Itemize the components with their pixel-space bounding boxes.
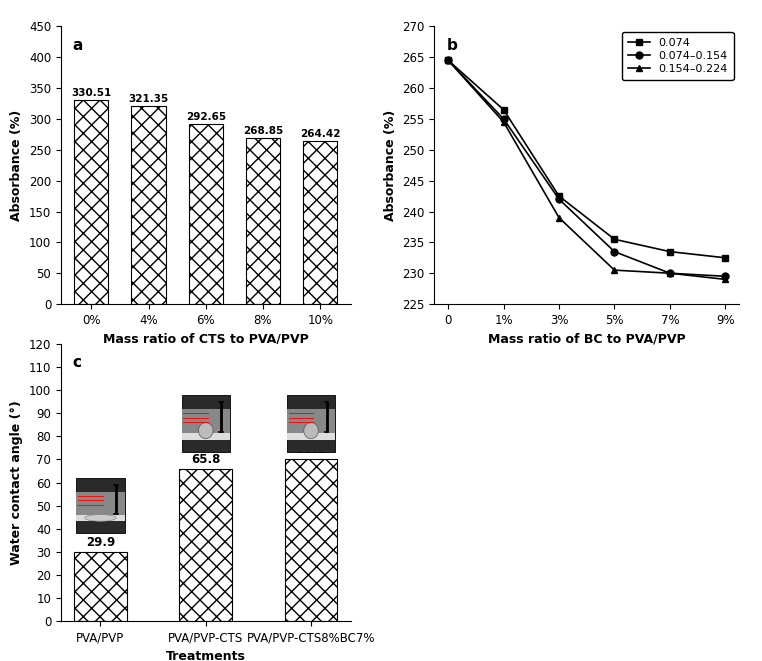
0.074–0.154 [610, 248, 619, 256]
Text: 321.35: 321.35 [128, 94, 168, 104]
0.154–0.224 [721, 276, 730, 284]
Bar [74, 552, 126, 621]
Text: 330.51: 330.51 [71, 89, 111, 98]
Line: 0.074–0.154: 0.074–0.154 [445, 57, 728, 280]
X-axis label: Mass ratio of BC to PVA/PVP: Mass ratio of BC to PVA/PVP [488, 332, 686, 345]
FancyBboxPatch shape [287, 409, 335, 438]
FancyBboxPatch shape [181, 433, 230, 440]
Bar [131, 106, 165, 304]
Text: 70.1: 70.1 [296, 444, 325, 456]
X-axis label: Treatments: Treatments [166, 650, 245, 661]
Bar [188, 124, 223, 304]
Ellipse shape [304, 422, 319, 439]
Y-axis label: Absorbance (%): Absorbance (%) [384, 110, 397, 221]
Text: a: a [72, 38, 83, 52]
FancyBboxPatch shape [76, 492, 125, 520]
0.154–0.224 [499, 118, 508, 126]
FancyBboxPatch shape [287, 433, 335, 440]
Text: 29.9: 29.9 [86, 536, 115, 549]
Text: 65.8: 65.8 [191, 453, 220, 467]
Y-axis label: Absorbance (%): Absorbance (%) [11, 110, 24, 221]
0.074–0.154 [665, 269, 674, 277]
Text: b: b [447, 38, 457, 52]
0.074 [665, 248, 674, 256]
FancyBboxPatch shape [76, 478, 125, 533]
Line: 0.154–0.224: 0.154–0.224 [445, 57, 728, 283]
Ellipse shape [198, 422, 213, 439]
Ellipse shape [85, 514, 116, 522]
FancyBboxPatch shape [181, 409, 230, 438]
Text: 292.65: 292.65 [186, 112, 226, 122]
Bar [303, 141, 338, 304]
0.154–0.224 [610, 266, 619, 274]
Bar [179, 469, 232, 621]
FancyBboxPatch shape [287, 395, 335, 453]
0.154–0.224 [555, 214, 564, 221]
0.074 [610, 235, 619, 243]
0.074 [721, 254, 730, 262]
Text: 268.85: 268.85 [243, 126, 283, 136]
Line: 0.074: 0.074 [445, 57, 728, 261]
Y-axis label: Water contact angle (°): Water contact angle (°) [11, 400, 24, 565]
FancyBboxPatch shape [181, 395, 230, 453]
Bar [246, 138, 280, 304]
0.074 [499, 106, 508, 114]
Legend: 0.074, 0.074–0.154, 0.154–0.224: 0.074, 0.074–0.154, 0.154–0.224 [622, 32, 734, 80]
FancyBboxPatch shape [76, 514, 125, 522]
X-axis label: Mass ratio of CTS to PVA/PVP: Mass ratio of CTS to PVA/PVP [103, 332, 309, 345]
0.074–0.154 [499, 115, 508, 123]
0.154–0.224 [443, 56, 453, 64]
Bar [285, 459, 338, 621]
0.074–0.154 [721, 272, 730, 280]
0.074–0.154 [443, 56, 453, 64]
Bar [74, 100, 108, 304]
0.074 [555, 192, 564, 200]
0.074–0.154 [555, 195, 564, 203]
0.074 [443, 56, 453, 64]
Text: 264.42: 264.42 [300, 129, 341, 139]
0.154–0.224 [665, 269, 674, 277]
Text: c: c [72, 355, 82, 369]
